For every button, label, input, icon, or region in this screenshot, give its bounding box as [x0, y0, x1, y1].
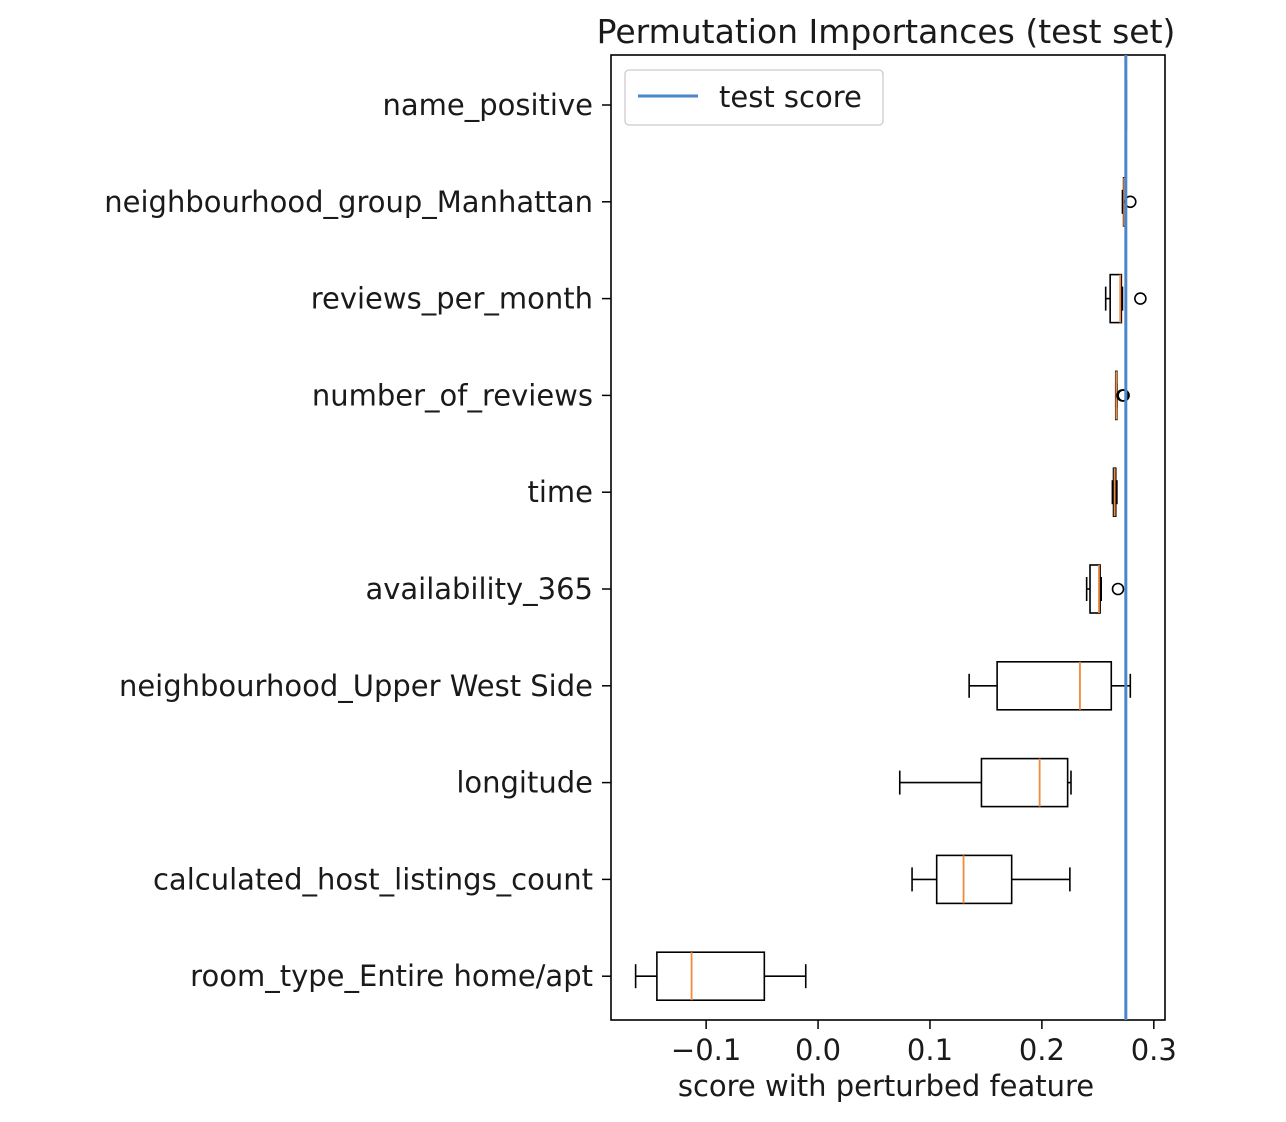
x-tick-label: 0.2 [1019, 1033, 1065, 1067]
x-tick-label: 0.3 [1131, 1033, 1177, 1067]
legend: test score [624, 69, 884, 126]
outlier-point [1117, 389, 1130, 402]
y-tick-label: number_of_reviews [312, 378, 593, 412]
boxplot-time: time [527, 467, 1118, 518]
x-tick-label: −0.1 [671, 1033, 741, 1067]
y-tick-label: neighbourhood_Upper West Side [119, 669, 593, 703]
y-tick-label: reviews_per_month [311, 282, 593, 316]
outlier-point [1111, 582, 1125, 596]
boxplot-number-of-reviews: number_of_reviews [312, 370, 1130, 421]
x-axis-label: score with perturbed feature [678, 1069, 1094, 1103]
outlier-point [1134, 292, 1147, 305]
iqr-box [935, 854, 1013, 905]
iqr-box [1109, 273, 1123, 324]
iqr-box [996, 660, 1113, 711]
boxplot-neighbourhood-upper-west-side: neighbourhood_Upper West Side [119, 660, 1132, 711]
y-tick-label: time [527, 475, 593, 509]
y-tick-label: availability_365 [365, 572, 593, 606]
y-tick-label: name_positive [383, 88, 594, 122]
boxplot-neighbourhood-group-manhattan: neighbourhood_group_Manhattan [104, 177, 1137, 227]
y-tick-label: room_type_Entire home/apt [190, 959, 593, 993]
y-tick-label: neighbourhood_group_Manhattan [104, 185, 593, 219]
boxplot-calculated-host-listings-count: calculated_host_listings_count [153, 854, 1071, 905]
y-tick-label: calculated_host_listings_count [153, 862, 593, 896]
iqr-box [656, 951, 766, 1002]
y-tick-label: longitude [456, 766, 593, 800]
chart-title: Permutation Importances (test set) [597, 12, 1176, 51]
iqr-box [980, 757, 1069, 808]
boxplot-longitude: longitude [456, 757, 1072, 808]
iqr-box [1089, 564, 1101, 614]
boxplot-reviews-per-month: reviews_per_month [311, 273, 1147, 324]
legend-box [624, 69, 884, 126]
legend-label: test score [719, 80, 862, 114]
x-tick-label: 0.0 [795, 1033, 841, 1067]
boxplot-availability-365: availability_365 [365, 564, 1125, 614]
boxplot-room-type-entire-home-apt: room_type_Entire home/apt [190, 951, 807, 1002]
plot-frame [610, 54, 1166, 1021]
x-tick-label: 0.1 [907, 1033, 953, 1067]
